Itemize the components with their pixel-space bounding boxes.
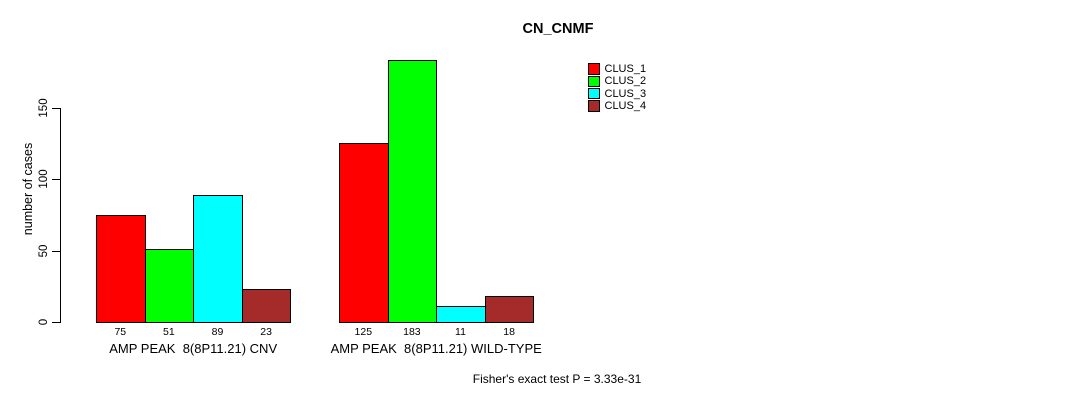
bar-value-label: 11 — [455, 325, 466, 338]
bar-clus_4 — [484, 296, 535, 323]
legend-item-clus_2: CLUS_2 — [588, 75, 646, 87]
bar-value-label: 75 — [114, 325, 127, 338]
category-label: AMP PEAK 8(8P11.21) WILD-TYPE — [330, 341, 542, 356]
bar-value-label: 23 — [260, 325, 272, 338]
bar-clus_1 — [339, 143, 389, 323]
legend-item-clus_1: CLUS_1 — [588, 63, 646, 75]
legend-item-clus_4: CLUS_4 — [588, 100, 646, 112]
legend-item-clus_3: CLUS_3 — [588, 88, 646, 100]
category-label: AMP PEAK 8(8P11.21) CNV — [109, 341, 278, 356]
bar-clus_2 — [144, 249, 195, 323]
bar-value-label: 183 — [403, 325, 421, 338]
bar-clus_1 — [96, 214, 146, 323]
bar-value-label: 18 — [503, 325, 515, 338]
y-tick-label: 0 — [38, 318, 50, 326]
y-axis-label: number of cases — [21, 142, 35, 236]
y-tick-label: 150 — [38, 97, 50, 118]
legend: CLUS_1 CLUS_2 CLUS_3 CLUS_4 — [588, 63, 646, 112]
bar-clus_3 — [193, 194, 243, 323]
legend-swatch-icon — [588, 75, 600, 88]
legend-label: CLUS_2 — [604, 75, 647, 88]
y-tick-mark — [52, 107, 60, 109]
y-tick-mark — [52, 322, 60, 323]
bar-clus_4 — [241, 289, 292, 323]
legend-swatch-icon — [588, 87, 600, 100]
bar-value-label: 89 — [211, 325, 224, 338]
chart-title: CN_CNMF — [522, 21, 594, 37]
legend-label: CLUS_1 — [604, 63, 647, 76]
fisher-test-annotation: Fisher's exact test P = 3.33e-31 — [472, 372, 642, 386]
legend-swatch-icon — [588, 100, 600, 112]
bar-clus_2 — [387, 60, 438, 323]
y-tick-mark — [52, 179, 60, 180]
y-axis-line — [59, 107, 61, 323]
legend-swatch-icon — [588, 63, 600, 75]
legend-label: CLUS_4 — [604, 100, 647, 113]
legend-label: CLUS_3 — [604, 87, 647, 100]
bar-value-label: 51 — [163, 325, 175, 338]
y-tick-label: 50 — [38, 244, 50, 257]
y-tick-label: 100 — [38, 169, 50, 189]
bar-value-label: 125 — [354, 325, 373, 338]
bar-clus_3 — [436, 306, 486, 323]
y-tick-mark — [52, 250, 60, 252]
